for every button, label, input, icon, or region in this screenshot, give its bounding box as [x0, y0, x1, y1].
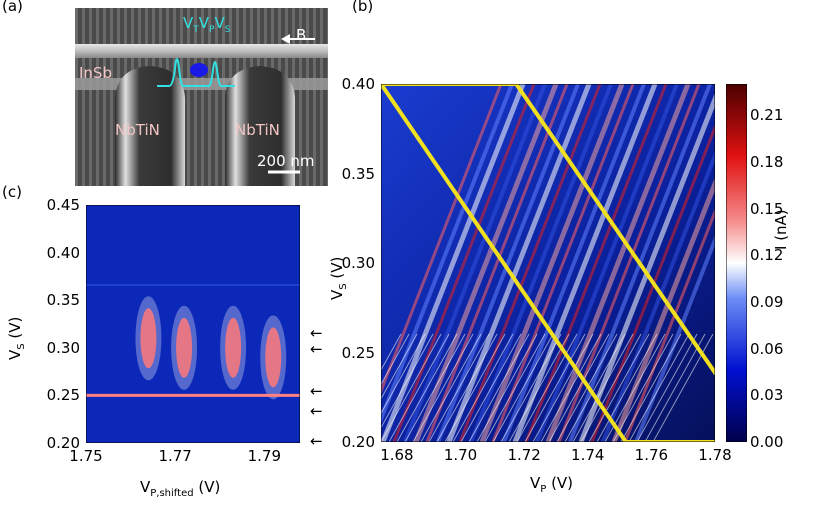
arrow-marker-icon: ←: [310, 401, 323, 420]
arrow-marker-icon: ←: [310, 339, 323, 358]
scalebar-label: 200 nm: [257, 152, 315, 170]
gate-vs: VS: [214, 14, 231, 35]
c-y-tick: 0.45: [46, 196, 80, 214]
panel-label-a: (a): [2, 0, 23, 15]
quantum-dot-icon: [190, 63, 208, 77]
colorbar-tick: 0.00: [750, 433, 784, 451]
c-y-tick: 0.20: [46, 434, 80, 452]
field-label: B: [296, 26, 307, 44]
colorbar-tick: 0.12: [750, 246, 784, 265]
colorbar-tick: 0.06: [750, 339, 784, 358]
gate-labels: VTVPVS: [183, 14, 230, 35]
parallelogram-overlay: [381, 84, 715, 442]
c-y-tick: 0.40: [46, 243, 80, 262]
arrow-marker-icon: ←: [310, 432, 323, 451]
panel-label-c: (c): [2, 183, 22, 201]
b-x-tick: 1.78: [698, 446, 732, 464]
c-y-tick: 0.25: [46, 386, 80, 405]
b-y-tick: 0.30: [341, 254, 375, 272]
c-y-axis-title: VS (V): [6, 316, 27, 360]
nanowire: [75, 44, 328, 58]
b-y-axis-title: VS (V): [328, 256, 349, 300]
sem-drawing: [75, 8, 328, 186]
colorbar-tick: 0.03: [750, 386, 784, 405]
c-x-tick: 1.77: [158, 447, 192, 465]
colorbar-tick: 0.15: [750, 199, 784, 218]
nbtin-right-contact: [225, 66, 295, 186]
gate-vp: VP: [198, 14, 215, 35]
b-x-tick: 1.68: [380, 446, 414, 464]
c-y-tick: 0.35: [46, 291, 80, 310]
heatmap-c: [86, 205, 300, 443]
b-x-axis-title: VP (V): [530, 474, 574, 495]
colorbar-label: I (nA): [772, 209, 790, 250]
nbtin-left-label: NbTiN: [115, 121, 160, 139]
arrow-marker-icon: ←: [310, 323, 323, 342]
colorbar: [726, 84, 747, 442]
b-y-tick: 0.20: [341, 433, 375, 451]
c-y-tick: 0.30: [46, 338, 80, 357]
b-y-tick: 0.35: [341, 164, 375, 183]
colorbar-tick: 0.18: [750, 152, 784, 171]
b-x-tick: 1.74: [571, 446, 605, 464]
nbtin-left-contact: [115, 66, 185, 186]
gate-vt: VT: [183, 14, 199, 35]
arrow-marker-icon: ←: [310, 381, 323, 400]
c-x-tick: 1.79: [247, 447, 282, 465]
panel-label-b: (b): [352, 0, 374, 15]
nbtin-right-label: NbTiN: [235, 121, 280, 139]
sem-image: VTVPVS B InSb NbTiN NbTiN 200 nm: [75, 8, 328, 186]
heatmap-b: [381, 84, 715, 442]
c-x-axis-title: VP,shifted (V): [140, 478, 221, 499]
b-x-tick: 1.70: [443, 446, 478, 464]
colorbar-tick: 0.21: [750, 106, 784, 125]
b-y-tick: 0.40: [341, 75, 375, 93]
c-x-tick: 1.75: [69, 447, 103, 465]
insb-label: InSb: [79, 64, 112, 82]
b-x-tick: 1.72: [507, 446, 541, 464]
gate-potential-profile: [157, 58, 235, 87]
colorbar-tick: 0.09: [750, 292, 784, 311]
b-y-tick: 0.25: [341, 343, 375, 362]
field-arrow-icon: [281, 34, 290, 44]
b-x-tick: 1.76: [634, 446, 669, 464]
